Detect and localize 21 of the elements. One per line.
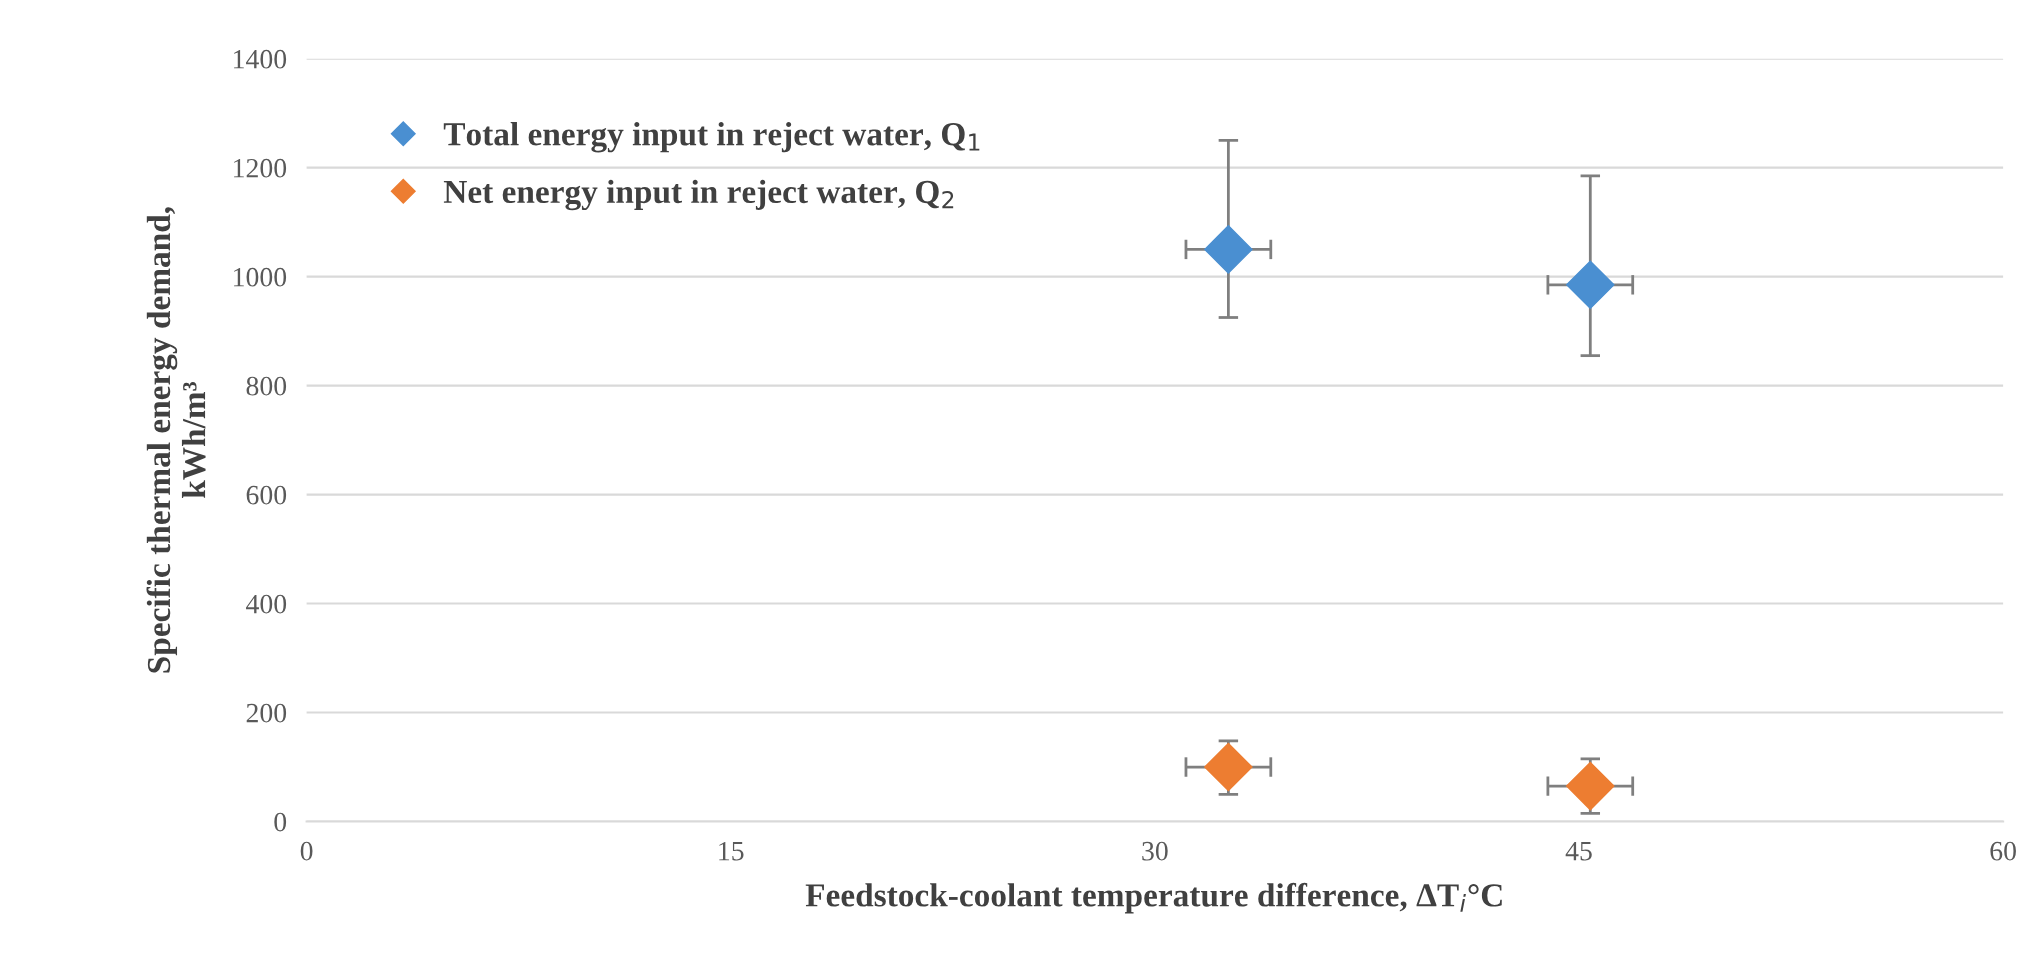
y-tick-label: 800 xyxy=(246,376,287,396)
y-tick-label: 0 xyxy=(274,812,287,832)
point xyxy=(1204,742,1253,792)
x-tick-label: 15 xyxy=(719,841,744,861)
legend-label: Net energy input in reject water, Q$_{2}$ xyxy=(443,179,954,211)
point xyxy=(1566,761,1615,811)
y-tick-label: 1200 xyxy=(234,158,287,178)
y-tick-label: 1000 xyxy=(234,267,287,287)
point xyxy=(1566,260,1615,310)
x-tick-label: 0 xyxy=(300,841,313,861)
y-tick-label: 600 xyxy=(246,485,287,505)
x-axis-title: Feedstock-coolant temperature difference, ΔT$_{i}$°C xyxy=(805,882,1502,914)
legend-label: Total energy input in reject water, Q$_{1}$ xyxy=(443,122,980,153)
x-tick-label: 30 xyxy=(1142,841,1168,861)
y-tick-label: 400 xyxy=(246,594,287,614)
y-tick-label: 200 xyxy=(246,703,287,723)
x-tick-label: 60 xyxy=(1990,841,2016,861)
y-axis-title: Specific thermal energy demand, kWh/m³ xyxy=(146,207,206,673)
y-tick-label: 1400 xyxy=(234,49,287,69)
point xyxy=(1204,225,1253,274)
x-tick-label: 45 xyxy=(1565,841,1592,861)
